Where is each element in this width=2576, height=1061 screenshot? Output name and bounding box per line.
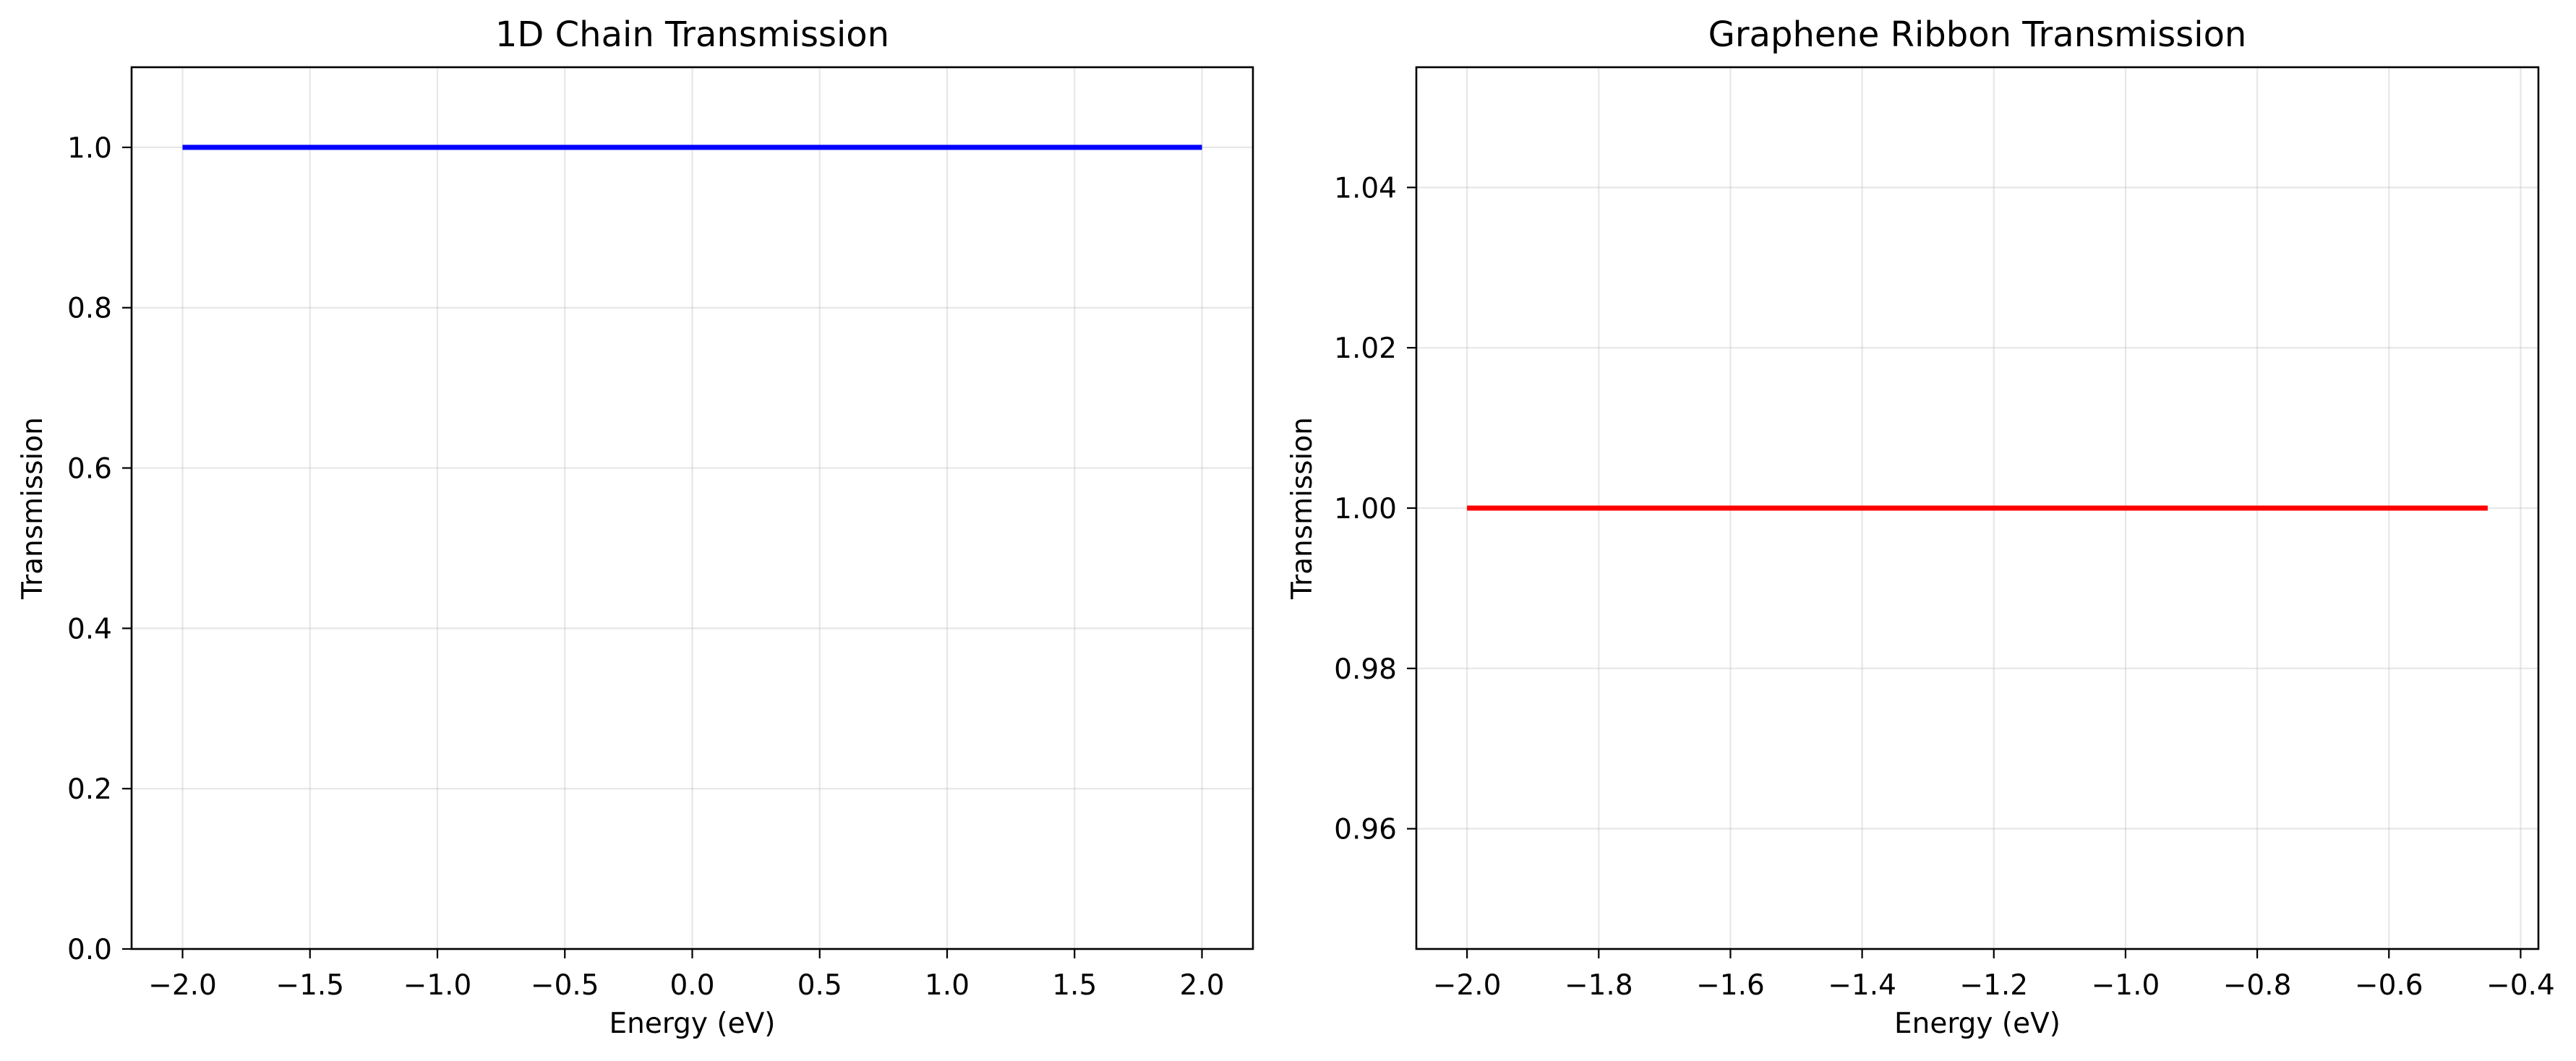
y-tick-label: 1.0 [67,132,112,165]
y-tick-label: 1.02 [1334,332,1397,365]
x-tick-label: −0.8 [2223,969,2292,1002]
y-tick-label: 0.0 [67,934,112,966]
y-tick-label: 0.8 [67,293,112,325]
x-tick-label: −1.0 [2092,969,2160,1002]
x-tick-label: 1.5 [1052,969,1097,1002]
chart-panel-1: −2.0 −1.5 −1.0 −0.5 0.0 0.5 1.0 1.5 2.0 0.0 0.2 0.4… [17,14,1254,1040]
y-axis-label: Transmission [17,417,49,600]
chart-title: 1D Chain Transmission [495,14,889,55]
y-tick-label: 1.00 [1334,493,1397,525]
x-tick-label: −1.8 [1565,969,1633,1002]
chart-title: Graphene Ribbon Transmission [1708,14,2247,55]
y-axis-label: Transmission [1286,417,1319,600]
x-tick-label: −2.0 [148,969,217,1002]
y-tick-label: 0.6 [67,453,112,486]
x-tick-label: −1.2 [1959,969,2028,1002]
x-axis-label: Energy (eV) [1894,1008,2061,1040]
x-tick-label: −1.4 [1828,969,1896,1002]
chart-panel-2: −2.0 −1.8 −1.6 −1.4 −1.2 −1.0 −0.8 −0.6 −0.4 0.96… [1286,14,2555,1040]
y-tick-label: 0.2 [67,773,112,806]
x-axis-label: Energy (eV) [609,1008,775,1040]
y-tick-label: 0.4 [67,613,112,645]
x-tick-label: 0.0 [669,969,714,1002]
x-tick-label: −1.6 [1696,969,1765,1002]
x-tick-label: −0.6 [2355,969,2423,1002]
y-tick-label: 0.98 [1334,653,1397,686]
x-tick-label: −0.5 [531,969,599,1002]
x-tick-label: 2.0 [1179,969,1224,1002]
x-tick-label: 1.0 [925,969,970,1002]
x-tick-label: −1.0 [403,969,472,1002]
x-tick-label: −1.5 [275,969,344,1002]
x-tick-label: −2.0 [1433,969,1502,1002]
y-tick-label: 1.04 [1334,172,1397,205]
x-tick-label: −0.4 [2486,969,2555,1002]
y-tick-label: 0.96 [1334,814,1397,846]
x-tick-label: 0.5 [797,969,842,1002]
